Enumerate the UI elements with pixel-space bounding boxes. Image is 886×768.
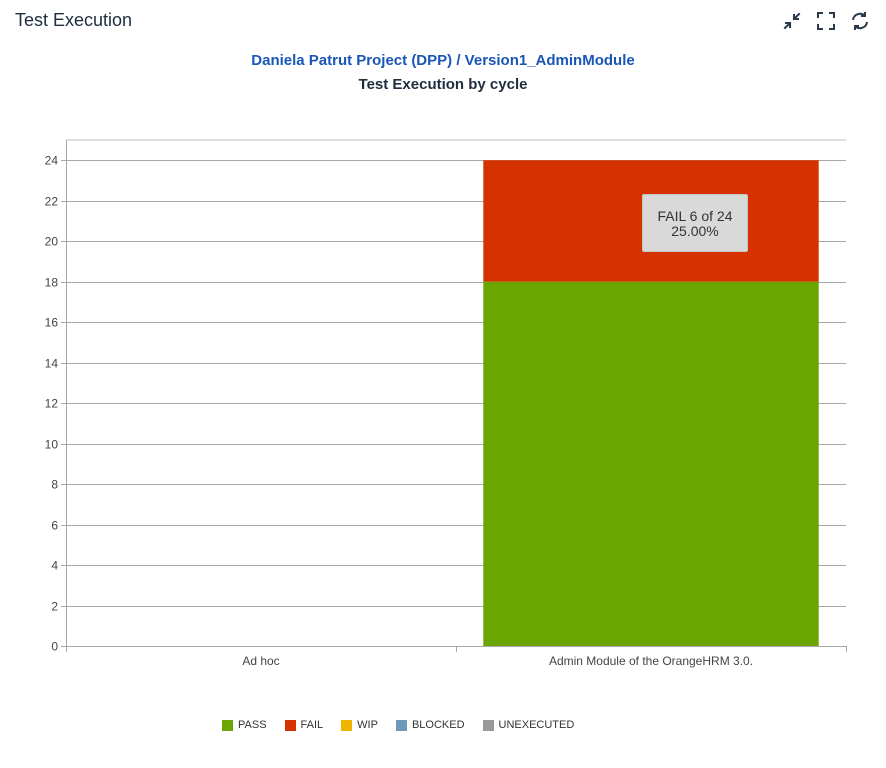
x-tick-label: Admin Module of the OrangeHRM 3.0. [549, 654, 753, 668]
refresh-button[interactable] [848, 9, 872, 33]
y-tick-label: 22 [45, 195, 59, 209]
tooltip-line1: FAIL 6 of 24 [657, 208, 733, 224]
y-tick-label: 16 [45, 316, 59, 330]
panel-title: Test Execution [15, 10, 133, 30]
collapse-button[interactable] [780, 9, 804, 33]
fullscreen-icon [817, 12, 835, 30]
breadcrumb-separator: / [456, 52, 461, 69]
collapse-icon [783, 12, 801, 30]
legend-label: PASS [238, 719, 267, 731]
y-tick-label: 14 [45, 357, 59, 371]
y-tick-label: 24 [45, 154, 59, 168]
legend-label: FAIL [300, 719, 324, 731]
bar-pass [483, 281, 819, 646]
version-link[interactable]: Version1_AdminModule [464, 52, 635, 69]
y-tick-label: 18 [45, 276, 59, 290]
legend-swatch [222, 719, 233, 731]
tooltip-line2: 25.00% [671, 223, 719, 239]
legend-item-wip[interactable]: WIP [341, 719, 378, 731]
chart-tooltip: FAIL 6 of 24 25.00% [642, 194, 748, 252]
y-tick-label: 10 [45, 438, 59, 452]
refresh-icon [852, 12, 868, 30]
project-breadcrumb: Daniela Patrut Project (DPP) / Version1_… [0, 52, 886, 69]
legend-item-fail[interactable]: FAIL [284, 719, 324, 731]
y-tick-label: 8 [51, 478, 58, 492]
legend-item-blocked[interactable]: BLOCKED [395, 719, 465, 731]
y-tick-label: 12 [45, 397, 59, 411]
legend-label: WIP [357, 719, 378, 731]
y-tick-label: 20 [45, 235, 59, 249]
y-tick-label: 6 [51, 519, 58, 533]
legend-item-unexecuted[interactable]: UNEXECUTED [482, 719, 575, 731]
legend-swatch [284, 719, 296, 731]
panel-toolbar [780, 9, 872, 33]
panel-header: Test Execution [0, 0, 886, 40]
y-tick-label: 0 [51, 640, 58, 654]
legend-label: BLOCKED [411, 719, 465, 731]
chart-title: Test Execution by cycle [358, 76, 528, 93]
fullscreen-button[interactable] [814, 9, 838, 33]
legend-item-pass[interactable]: PASS [222, 719, 267, 731]
y-tick-label: 2 [51, 600, 58, 614]
legend-label: UNEXECUTED [498, 719, 575, 731]
legend-swatch [482, 719, 494, 731]
x-tick-label: Ad hoc [242, 654, 279, 668]
legend-swatch [395, 719, 407, 731]
y-tick-label: 4 [51, 559, 58, 573]
chart-legend: PASS FAIL WIP BLOCKED UNEXECUTED [222, 719, 574, 731]
project-link[interactable]: Daniela Patrut Project (DPP) [251, 52, 453, 69]
legend-swatch [341, 719, 353, 731]
